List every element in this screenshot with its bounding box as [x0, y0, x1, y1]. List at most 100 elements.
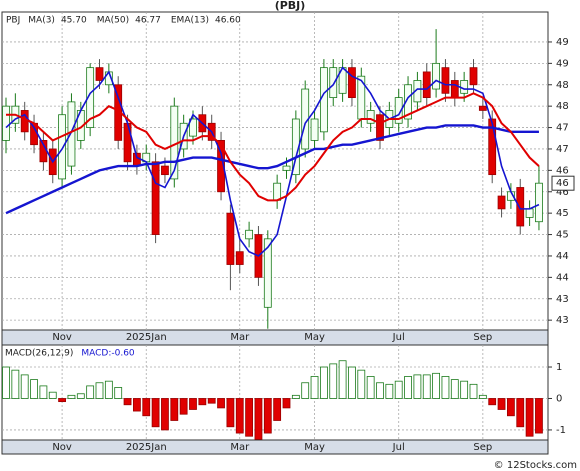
- histogram-bar: [95, 382, 104, 399]
- y-tick-label: 49: [556, 58, 569, 69]
- histogram-bar: [161, 398, 169, 431]
- histogram-bar: [2, 366, 10, 399]
- candle-body: [263, 238, 272, 308]
- candle-body: [86, 67, 95, 128]
- histogram-bar: [441, 376, 450, 399]
- histogram-bar: [460, 380, 469, 399]
- histogram-bar: [123, 398, 132, 406]
- histogram-bar: [506, 398, 515, 417]
- candle-body: [217, 139, 225, 193]
- candle-body: [58, 114, 66, 180]
- histogram-bar: [86, 385, 95, 399]
- histogram-bar: [319, 366, 328, 399]
- watermark: © 12Stocks.com: [494, 460, 577, 471]
- legend-name: MA(3): [28, 16, 55, 26]
- histogram-bar: [404, 376, 412, 399]
- histogram-bar: [58, 398, 66, 403]
- histogram-bar: [245, 398, 254, 437]
- histogram-bar: [497, 398, 506, 410]
- line-series: [5, 66, 540, 257]
- candle-body: [282, 165, 291, 171]
- histogram-bar: [413, 374, 422, 399]
- candle-body: [366, 110, 375, 124]
- histogram-bar: [376, 382, 384, 399]
- candle-body: [535, 182, 543, 223]
- histogram-bar: [151, 398, 160, 428]
- histogram-bar: [469, 383, 478, 399]
- histogram-bar: [535, 398, 543, 434]
- y-tick-label: 47: [556, 144, 569, 155]
- legend-value: 46.60: [215, 16, 241, 26]
- y-tick-label: 49: [556, 37, 569, 48]
- y-tick-label: 0: [556, 393, 562, 404]
- histogram-bar: [104, 380, 113, 399]
- histogram-bar: [329, 363, 338, 399]
- x-tick-label: Sep: [473, 442, 492, 453]
- y-tick-label: 46: [556, 165, 569, 176]
- histogram-bar: [310, 376, 319, 399]
- histogram-bar: [48, 391, 57, 399]
- histogram-bar: [282, 398, 291, 409]
- histogram-bar: [198, 398, 207, 406]
- histogram-bar: [366, 376, 375, 399]
- last-price-box: [551, 175, 575, 191]
- candle-body: [245, 229, 254, 240]
- histogram-bar: [291, 394, 300, 399]
- candle-body: [432, 62, 441, 90]
- date-strip: [1, 439, 549, 455]
- legend-value: 46.77: [135, 16, 161, 26]
- x-tick-label: 2025Jan: [126, 332, 167, 343]
- panel-reading: MACD:-0.60: [81, 349, 135, 359]
- line-series: [5, 124, 539, 215]
- histogram-bar: [273, 398, 282, 421]
- y-tick-label: 1: [556, 362, 562, 373]
- histogram-bar: [11, 369, 20, 399]
- candle-body: [95, 67, 104, 81]
- histogram-bar: [76, 393, 85, 399]
- chart-title: (PBJ): [275, 0, 306, 12]
- x-tick-label: Sep: [473, 332, 492, 343]
- histogram-bar: [254, 398, 263, 440]
- x-tick-label: Nov: [52, 332, 72, 343]
- candle-body: [441, 67, 450, 94]
- candle-body: [478, 105, 487, 111]
- y-tick-label: 43: [556, 294, 569, 305]
- x-tick-label: 2025Jan: [126, 442, 167, 453]
- candle-body: [226, 212, 235, 265]
- candle-body: [161, 165, 169, 176]
- histogram-bar: [179, 398, 188, 415]
- histogram-bar: [189, 398, 197, 410]
- histogram-bar: [301, 382, 310, 399]
- y-tick-label: 45: [556, 230, 569, 241]
- x-tick-label: May: [304, 332, 325, 343]
- histogram-bar: [422, 374, 431, 399]
- candle-body: [235, 251, 244, 265]
- candle-body: [310, 118, 319, 141]
- candle-body: [488, 118, 497, 176]
- histogram-bar: [207, 398, 216, 404]
- legend-name: MA(50): [97, 16, 129, 26]
- histogram-bar: [488, 398, 497, 406]
- last-price-label: 46: [556, 178, 569, 189]
- histogram-bar: [478, 394, 487, 399]
- candle-body: [404, 84, 412, 120]
- histogram-bar: [235, 398, 244, 434]
- x-tick-label: Mar: [230, 332, 250, 343]
- price-panel: [1, 11, 549, 331]
- histogram-bar: [30, 379, 38, 399]
- histogram-bar: [114, 387, 123, 399]
- candle-body: [329, 67, 338, 98]
- candle-body: [460, 80, 469, 94]
- candle-body: [151, 161, 160, 235]
- histogram-bar: [217, 398, 225, 409]
- histogram-bar: [263, 398, 272, 434]
- histogram-bar: [132, 398, 141, 412]
- candle-body: [123, 122, 132, 163]
- y-tick-label: 44: [556, 272, 569, 283]
- x-tick-label: Jul: [392, 332, 405, 343]
- date-strip: [1, 329, 549, 346]
- panel-label: MACD(26,12,9): [5, 349, 73, 359]
- histogram-bar: [450, 379, 459, 399]
- candle-body: [516, 187, 525, 227]
